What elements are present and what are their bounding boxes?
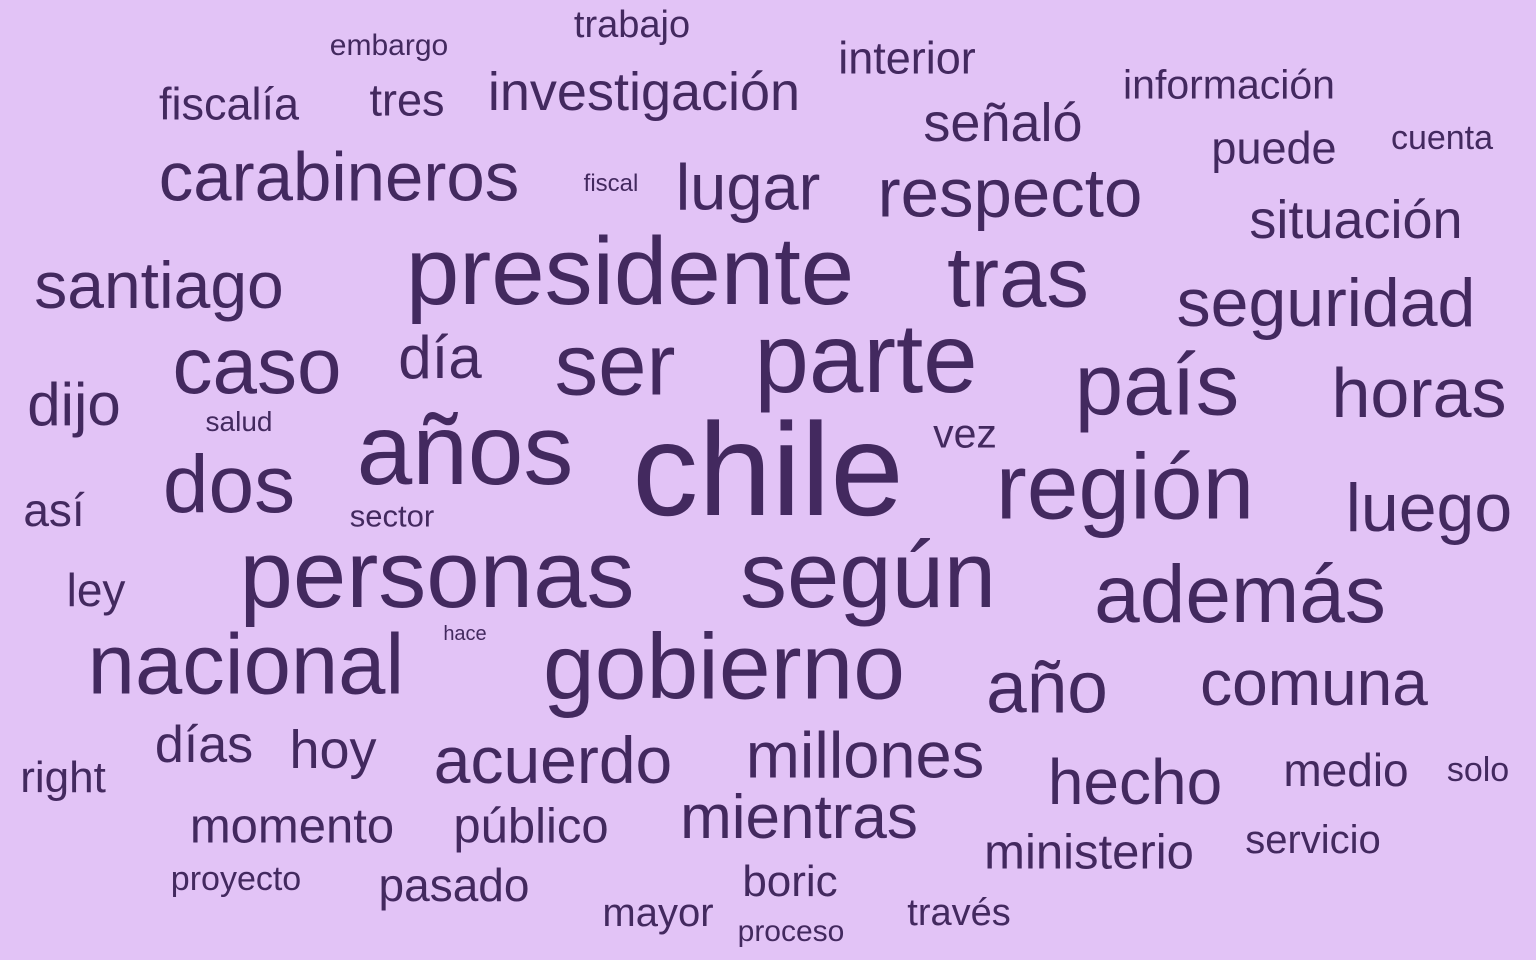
word-ley: ley xyxy=(66,564,126,616)
word-fiscal: fiscal xyxy=(583,170,639,197)
word-parte: parte xyxy=(754,303,978,413)
word-segun: según xyxy=(739,522,997,627)
word-respecto: respecto xyxy=(877,154,1143,232)
word-region: región xyxy=(995,434,1255,539)
word-sector: sector xyxy=(349,498,435,534)
word-informacion: información xyxy=(1123,61,1335,108)
word-lugar: lugar xyxy=(675,150,821,224)
word-hecho: hecho xyxy=(1047,746,1223,818)
word-luego: luego xyxy=(1345,470,1513,546)
word-publico: público xyxy=(453,799,609,854)
word-ser: ser xyxy=(554,316,676,414)
word-trabajo: trabajo xyxy=(573,4,691,46)
word-chile: chile xyxy=(632,396,904,543)
word-proyecto: proyecto xyxy=(170,860,302,898)
word-horas: horas xyxy=(1331,354,1507,432)
word-asi: así xyxy=(23,484,85,536)
word-cuenta: cuenta xyxy=(1390,119,1494,157)
word-ano: año xyxy=(986,647,1108,729)
word-gobierno: gobierno xyxy=(543,614,905,719)
word-medio: medio xyxy=(1283,744,1409,796)
word-investigacion: investigación xyxy=(487,62,801,122)
word-pais: país xyxy=(1074,336,1240,434)
word-interior: interior xyxy=(838,32,976,84)
word-mayor: mayor xyxy=(602,891,714,935)
word-carabineros: carabineros xyxy=(158,138,520,216)
word-fiscalia: fiscalía xyxy=(158,78,300,130)
word-salud: salud xyxy=(205,406,273,437)
word-acuerdo: acuerdo xyxy=(433,723,673,797)
word-seguridad: seguridad xyxy=(1176,265,1476,341)
word-right: right xyxy=(20,753,106,802)
word-dia: día xyxy=(398,324,482,391)
word-presidente: presidente xyxy=(405,218,855,325)
word-traves: través xyxy=(907,892,1011,934)
word-puede: puede xyxy=(1211,122,1337,174)
word-ministerio: ministerio xyxy=(984,825,1194,880)
word-situacion: situación xyxy=(1249,190,1463,250)
word-proceso: proceso xyxy=(737,915,845,948)
word-millones: millones xyxy=(745,718,985,792)
word-senalo: señaló xyxy=(923,93,1083,153)
word-hoy: hoy xyxy=(289,720,377,780)
word-dos: dos xyxy=(162,439,296,530)
word-dijo: dijo xyxy=(27,371,121,438)
word-mientras: mientras xyxy=(680,783,918,852)
word-tras: tras xyxy=(947,230,1089,326)
word-momento: momento xyxy=(189,799,395,854)
word-dias: días xyxy=(154,716,254,774)
word-boric: boric xyxy=(742,857,838,906)
word-caso: caso xyxy=(172,321,342,410)
word-pasado: pasado xyxy=(378,859,530,911)
word-servicio: servicio xyxy=(1245,818,1381,862)
word-anos: años xyxy=(356,394,574,506)
word-embargo: embargo xyxy=(329,29,449,62)
word-vez: vez xyxy=(933,410,997,457)
word-santiago: santiago xyxy=(34,248,284,322)
word-nacional: nacional xyxy=(87,617,405,713)
word-comuna: comuna xyxy=(1200,647,1428,719)
word-tres: tres xyxy=(369,74,445,126)
word-ademas: además xyxy=(1094,549,1386,640)
word-personas: personas xyxy=(239,521,635,628)
word-hace: hace xyxy=(443,623,487,645)
word-solo: solo xyxy=(1446,751,1510,789)
